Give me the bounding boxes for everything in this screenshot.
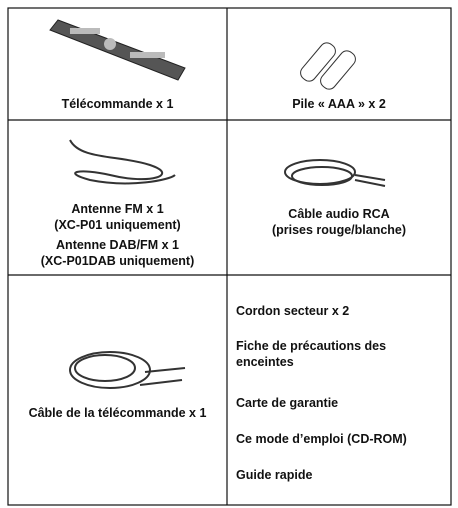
item-label: (prises rouge/blanche) bbox=[271, 223, 407, 237]
item-label: Pile « AAA » x 2 bbox=[292, 97, 386, 111]
item-label: (XC-P01DAB uniquement) bbox=[40, 254, 195, 268]
rca-cable-illustration bbox=[284, 159, 386, 187]
item-label: Antenne DAB/FM x 1 bbox=[56, 238, 179, 252]
list-item: Fiche de précautions des enceintes bbox=[236, 339, 387, 369]
antenna-illustration bbox=[69, 139, 176, 185]
remote-cable-illustration bbox=[69, 351, 186, 389]
item-label: (XC-P01 uniquement) bbox=[54, 218, 181, 232]
remote-illustration bbox=[49, 19, 186, 81]
item-label: Câble audio RCA bbox=[288, 207, 390, 221]
item-label: Câble de la télécommande x 1 bbox=[28, 406, 207, 420]
battery-illustration bbox=[300, 42, 356, 90]
list-item: Carte de garantie bbox=[236, 396, 339, 410]
list-item: Cordon secteur x 2 bbox=[236, 304, 350, 318]
item-label: Antenne FM x 1 bbox=[71, 202, 164, 216]
item-label: Télécommande x 1 bbox=[61, 97, 174, 111]
list-item: Ce mode d’emploi (CD-ROM) bbox=[236, 432, 407, 446]
list-item: Guide rapide bbox=[236, 468, 313, 482]
